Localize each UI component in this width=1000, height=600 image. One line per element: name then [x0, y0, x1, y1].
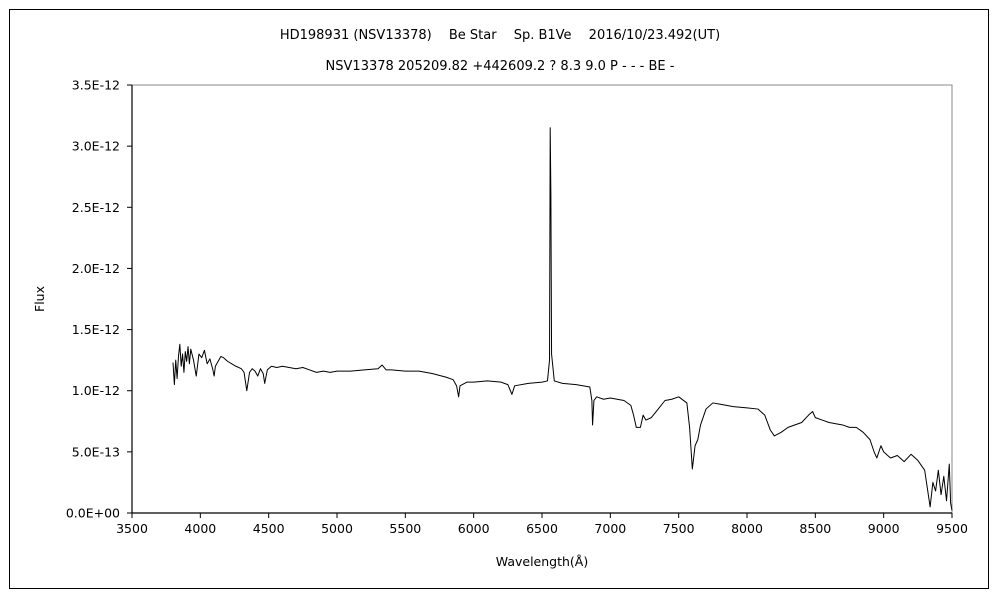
chart-title: HD198931 (NSV13378) Be Star Sp. B1Ve 201…: [280, 28, 720, 43]
plot-area: [131, 84, 953, 514]
y-tick-label: 3.5E-12: [72, 78, 120, 93]
y-axis-label: Flux: [32, 286, 47, 312]
x-tick-label: 3500: [116, 521, 148, 536]
x-tick-label: 7000: [594, 521, 626, 536]
y-tick-label: 1.5E-12: [72, 322, 120, 337]
x-tick-label: 5000: [321, 521, 353, 536]
y-tick-label: 1.0E-12: [72, 383, 120, 398]
y-tick-label: 0.0E+00: [66, 506, 120, 521]
x-tick-label: 4500: [253, 521, 285, 536]
y-tick-label: 3.0E-12: [72, 139, 120, 154]
y-axis-ticks: 0.0E+00 5.0E-13 1.0E-12 1.5E-12 2.0E-12 2.5E-…: [66, 78, 132, 521]
x-tick-label: 7500: [663, 521, 695, 536]
chart-frame: [9, 9, 989, 589]
x-tick-label: 9500: [936, 521, 968, 536]
y-tick-label: 2.0E-12: [72, 261, 120, 276]
axes: [131, 85, 952, 514]
x-tick-label: 5500: [389, 521, 421, 536]
spectrum-line: [172, 127, 953, 511]
x-tick-label: 8500: [799, 521, 831, 536]
x-tick-label: 4000: [184, 521, 216, 536]
x-tick-label: 9000: [868, 521, 900, 536]
y-tick-label: 2.5E-12: [72, 200, 120, 215]
x-axis-ticks: 3500 4000 4500 5000 5500 6000 6500 7000 7500 8000…: [116, 513, 968, 536]
chart-subtitle: NSV13378 205209.82 +442609.2 ? 8.3 9.0 P…: [326, 59, 675, 74]
x-tick-label: 6000: [458, 521, 490, 536]
series-group: [172, 127, 953, 511]
y-tick-label: 5.0E-13: [72, 444, 120, 459]
x-tick-label: 8000: [731, 521, 763, 536]
x-axis-label: Wavelength(Å): [496, 554, 588, 569]
x-tick-label: 6500: [526, 521, 558, 536]
